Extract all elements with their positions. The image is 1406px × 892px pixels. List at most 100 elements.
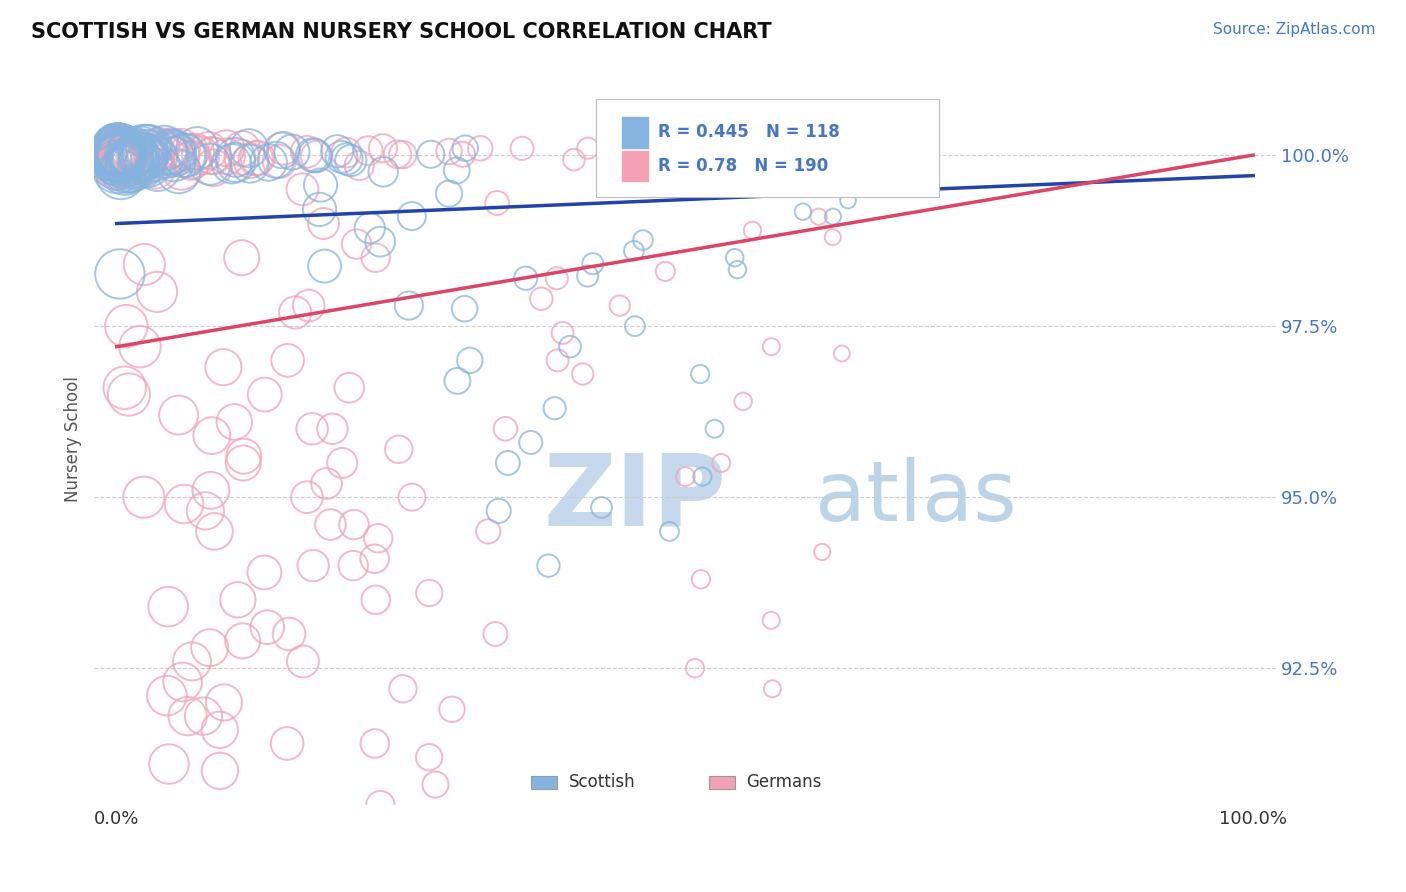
Point <box>346 237 368 252</box>
Point <box>132 490 155 504</box>
Point <box>488 504 510 518</box>
Point <box>108 151 131 165</box>
Point <box>105 161 128 175</box>
Point <box>105 161 128 176</box>
Point <box>401 209 423 223</box>
Point <box>305 149 328 163</box>
Point <box>105 141 128 155</box>
Point <box>181 153 204 167</box>
Point <box>134 146 156 161</box>
Point <box>319 517 342 532</box>
Point <box>301 422 323 436</box>
Point <box>392 681 415 696</box>
Point <box>135 141 157 155</box>
Point <box>837 194 859 208</box>
Point <box>136 156 159 170</box>
Point <box>458 353 481 368</box>
Point <box>110 149 132 163</box>
Point <box>253 387 276 401</box>
Point <box>155 148 177 162</box>
Point <box>107 149 129 163</box>
Point <box>184 145 207 160</box>
Point <box>121 153 143 167</box>
Point <box>576 141 599 155</box>
Point <box>543 401 565 416</box>
Point <box>173 148 195 162</box>
Point <box>201 428 224 442</box>
Point <box>135 157 157 171</box>
Point <box>143 161 166 176</box>
Text: atlas: atlas <box>815 457 1017 538</box>
Text: Scottish: Scottish <box>569 772 636 790</box>
Point <box>162 152 184 166</box>
Point <box>112 142 135 156</box>
Point <box>609 299 631 313</box>
Point <box>336 152 359 166</box>
Point <box>107 145 129 159</box>
Point <box>108 152 131 166</box>
Point <box>105 151 128 165</box>
Point <box>278 627 301 641</box>
Point <box>134 258 156 272</box>
Point <box>143 150 166 164</box>
Point <box>193 709 215 723</box>
Text: SCOTTISH VS GERMAN NURSERY SCHOOL CORRELATION CHART: SCOTTISH VS GERMAN NURSERY SCHOOL CORREL… <box>31 22 772 42</box>
Point <box>208 723 231 737</box>
Point <box>363 551 385 566</box>
FancyBboxPatch shape <box>709 776 734 789</box>
Point <box>163 145 186 159</box>
Point <box>437 186 460 201</box>
Point <box>558 340 581 354</box>
Point <box>486 196 509 211</box>
Point <box>105 145 128 160</box>
Point <box>107 150 129 164</box>
Point <box>190 148 212 162</box>
Point <box>724 251 747 265</box>
Point <box>761 681 783 696</box>
Point <box>562 153 585 167</box>
Point <box>143 145 166 160</box>
Point <box>132 150 155 164</box>
Point <box>658 524 681 539</box>
Point <box>831 346 853 360</box>
Point <box>264 153 287 167</box>
Point <box>388 442 411 457</box>
Point <box>215 141 238 155</box>
Point <box>108 141 131 155</box>
Point <box>115 161 138 176</box>
Point <box>111 141 134 155</box>
Point <box>129 159 152 173</box>
Point <box>231 142 253 156</box>
Point <box>176 709 198 723</box>
Point <box>174 148 197 162</box>
Point <box>136 149 159 163</box>
Point <box>537 558 560 573</box>
Point <box>298 299 321 313</box>
Point <box>364 737 387 751</box>
Point <box>239 156 262 170</box>
Point <box>733 394 755 409</box>
Text: Source: ZipAtlas.com: Source: ZipAtlas.com <box>1212 22 1375 37</box>
Point <box>160 145 183 160</box>
Point <box>121 144 143 158</box>
Point <box>284 305 307 319</box>
FancyBboxPatch shape <box>531 776 557 789</box>
Point <box>107 150 129 164</box>
Point <box>692 469 714 483</box>
Point <box>124 158 146 172</box>
Point <box>314 259 336 273</box>
Point <box>200 148 222 162</box>
Point <box>246 151 269 165</box>
Point <box>364 592 387 607</box>
Point <box>276 737 298 751</box>
Point <box>304 149 326 163</box>
Point <box>591 500 613 515</box>
Point <box>156 689 179 703</box>
Point <box>117 150 139 164</box>
Point <box>446 163 468 178</box>
Point <box>110 151 132 165</box>
Point <box>118 387 141 401</box>
Point <box>238 141 260 155</box>
Point <box>132 145 155 160</box>
Point <box>121 141 143 155</box>
